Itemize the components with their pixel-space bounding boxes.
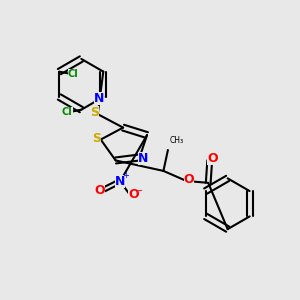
Text: S: S bbox=[92, 132, 101, 145]
Text: Cl: Cl bbox=[62, 107, 73, 117]
Text: O: O bbox=[184, 173, 194, 186]
Text: N: N bbox=[115, 175, 125, 188]
Text: −: − bbox=[135, 186, 143, 196]
Text: +: + bbox=[122, 172, 129, 181]
Text: O: O bbox=[94, 184, 104, 197]
Text: N: N bbox=[138, 152, 148, 165]
Text: N: N bbox=[94, 92, 104, 105]
Text: Cl: Cl bbox=[68, 69, 79, 79]
Text: CH₃: CH₃ bbox=[169, 136, 184, 145]
Text: S: S bbox=[90, 106, 99, 119]
Text: O: O bbox=[207, 152, 218, 166]
Text: O: O bbox=[128, 188, 139, 201]
